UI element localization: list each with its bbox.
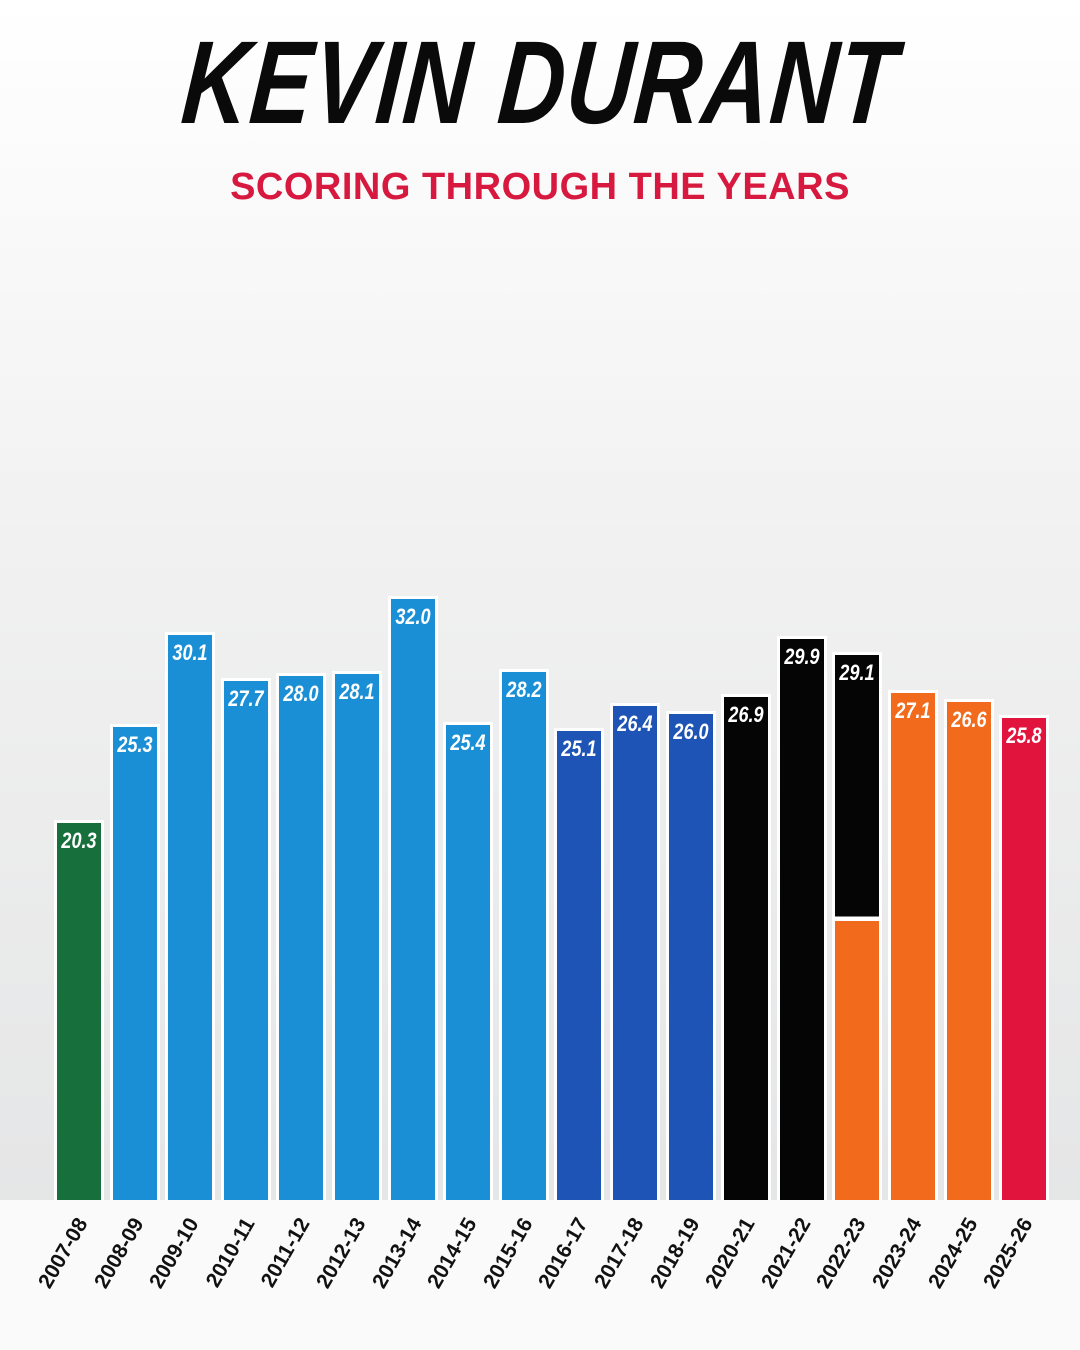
bar-2009-10 <box>165 632 216 1200</box>
value-label: 25.1 <box>561 736 597 762</box>
bar-2020-21 <box>721 693 772 1200</box>
value-label: 28.2 <box>506 676 542 702</box>
bar-2007-08 <box>54 820 104 1200</box>
value-label: 27.1 <box>895 697 931 723</box>
value-label: 25.3 <box>117 732 153 758</box>
value-label: 30.1 <box>172 640 208 666</box>
bar-2015-16 <box>498 668 549 1200</box>
floor <box>0 1200 1080 1350</box>
bar-2016-17 <box>554 728 605 1200</box>
bar-2012-13 <box>332 670 382 1200</box>
value-label: 20.3 <box>61 828 97 854</box>
value-label: 26.6 <box>951 707 987 733</box>
bar-2021-22 <box>776 636 827 1200</box>
value-label: 25.8 <box>1006 722 1042 748</box>
bar-2025-26 <box>999 714 1050 1200</box>
page-subtitle: SCORING THROUGH THE YEARS <box>230 166 850 208</box>
bar-2022-23 <box>832 651 883 1200</box>
bar-2024-25 <box>943 699 994 1200</box>
bar-2018-19 <box>665 710 716 1200</box>
value-label: 29.9 <box>784 644 820 670</box>
bar-2008-09 <box>109 724 160 1200</box>
bar-2023-24 <box>888 689 938 1200</box>
value-label: 25.4 <box>450 730 486 756</box>
value-label: 28.1 <box>339 678 375 704</box>
value-label: 28.0 <box>283 680 319 706</box>
value-label: 26.0 <box>673 718 709 744</box>
bar-2017-18 <box>610 703 660 1200</box>
bar-2010-11 <box>220 678 271 1200</box>
value-label: 32.0 <box>395 604 431 629</box>
bar-2014-15 <box>443 722 494 1200</box>
value-label: 27.7 <box>228 686 264 712</box>
bar-2011-12 <box>276 672 327 1200</box>
category-label: 2025-26 <box>979 1214 1038 1293</box>
value-label: 26.4 <box>617 711 653 737</box>
value-label: 26.9 <box>728 701 764 727</box>
value-label: 29.1 <box>839 659 875 685</box>
bar-2013-14 <box>387 596 438 1200</box>
